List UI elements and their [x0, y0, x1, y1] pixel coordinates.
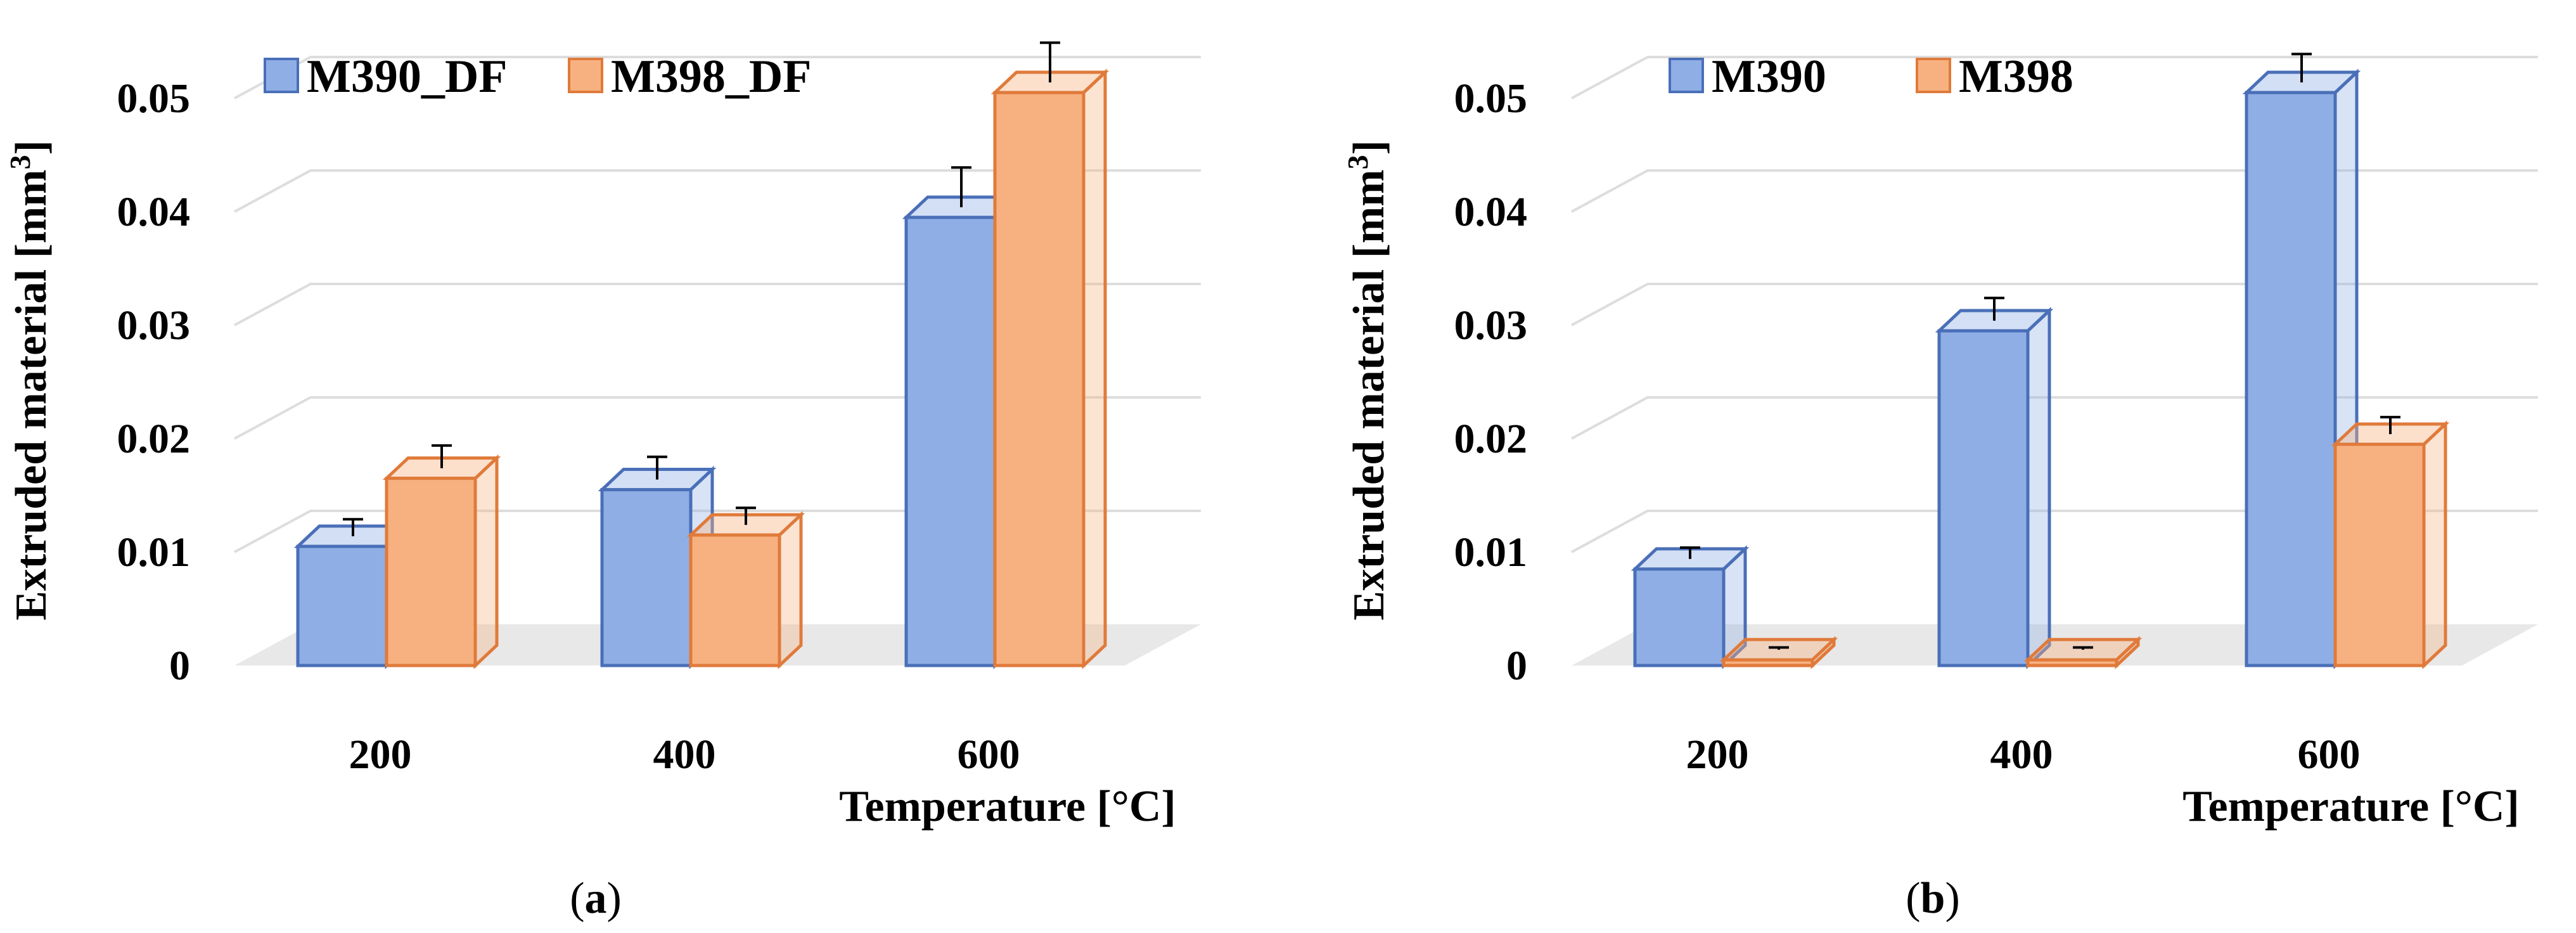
bar-side-face [778, 511, 803, 669]
gridline [1571, 510, 2538, 553]
legend-label: M398_DF [611, 51, 812, 103]
bar-front-face [2333, 442, 2426, 667]
x-tick-label: 200 [349, 731, 412, 778]
bar-front-face [2245, 91, 2337, 667]
x-tick-label: 200 [1686, 731, 1749, 778]
gridline [1571, 56, 2538, 100]
bar-front-face [1633, 567, 1726, 667]
panel-caption: (b) [1906, 874, 1960, 923]
gridline [234, 283, 1201, 326]
bar-front-face [600, 488, 693, 667]
bar-front-face [2026, 658, 2118, 667]
y-tick-label: 0.02 [117, 416, 191, 462]
bar-front-face [385, 477, 477, 667]
gridline [234, 169, 1201, 213]
bar-M398_DF-200 [382, 444, 501, 669]
chart-panel-b: 0 0.01 0.02 0.03 0.04 0.05 Extruded material [… [1342, 51, 2538, 923]
gridline [1571, 283, 2538, 326]
x-tick-label: 400 [653, 731, 716, 778]
gridline [1571, 169, 2538, 213]
legend-swatch [264, 58, 299, 93]
bar-M398-200 [1719, 636, 1838, 669]
bar-M390-400 [1935, 297, 2054, 669]
bar-M390-600 [2242, 53, 2361, 669]
bar-front-face [1937, 329, 2030, 667]
gridline [234, 396, 1201, 440]
x-axis-label: Temperature [°C] [2182, 782, 2520, 831]
bar-M390_DF-200 [293, 518, 413, 669]
y-tick-label: 0.02 [1454, 416, 1528, 462]
bar-front-face [1722, 658, 1814, 667]
y-tick-label: 0.01 [117, 529, 191, 576]
legend-swatch [1916, 58, 1951, 93]
bar-side-face [473, 454, 499, 669]
y-tick-label: 0.04 [117, 189, 191, 235]
x-axis-label: Temperature [°C] [839, 782, 1176, 831]
y-tick-label: 0.01 [1454, 529, 1528, 576]
bar-M398_DF-400 [686, 506, 805, 669]
legend-swatch [1669, 58, 1704, 93]
bar-M398_DF-600 [990, 41, 1110, 669]
legend-label: M398 [1959, 51, 2073, 103]
gridline [234, 510, 1201, 553]
x-tick-label: 600 [2298, 731, 2361, 778]
y-tick-label: 0.03 [117, 302, 191, 349]
y-tick-label: 0 [1506, 643, 1527, 689]
legend-label: M390_DF [307, 51, 508, 103]
bar-M398-400 [2023, 636, 2143, 669]
y-tick-label: 0 [169, 643, 190, 689]
y-tick-label: 0.05 [1454, 75, 1528, 122]
y-tick-label: 0.04 [1454, 189, 1528, 235]
bar-M390-200 [1631, 545, 1750, 669]
y-tick-label: 0.03 [1454, 302, 1528, 349]
panel-caption: (a) [570, 874, 622, 923]
y-tick-label: 0.05 [117, 75, 191, 122]
bar-front-face [993, 91, 1086, 667]
legend-label: M390 [1712, 51, 1826, 103]
gridline [234, 56, 1201, 100]
gridline [1571, 396, 2538, 440]
x-tick-label: 600 [958, 731, 1020, 778]
y-axis-label: Extruded material [mm3] [4, 140, 56, 621]
bar-M398-600 [2331, 416, 2450, 669]
chart-panel-a: 0 0.01 0.02 0.03 0.04 0.05 Extruded material [… [4, 41, 1201, 923]
bar-front-face [904, 216, 997, 667]
bar-side-face [1082, 68, 1107, 669]
y-axis-label: Extruded material [mm3] [1342, 140, 1394, 621]
bar-front-face [296, 544, 388, 667]
x-tick-label: 400 [1990, 731, 2053, 778]
bar-front-face [689, 533, 781, 667]
bar-M390_DF-400 [598, 455, 717, 669]
legend-swatch [568, 58, 603, 93]
bar-side-face [2422, 420, 2447, 669]
bar-side-face [2026, 307, 2051, 669]
